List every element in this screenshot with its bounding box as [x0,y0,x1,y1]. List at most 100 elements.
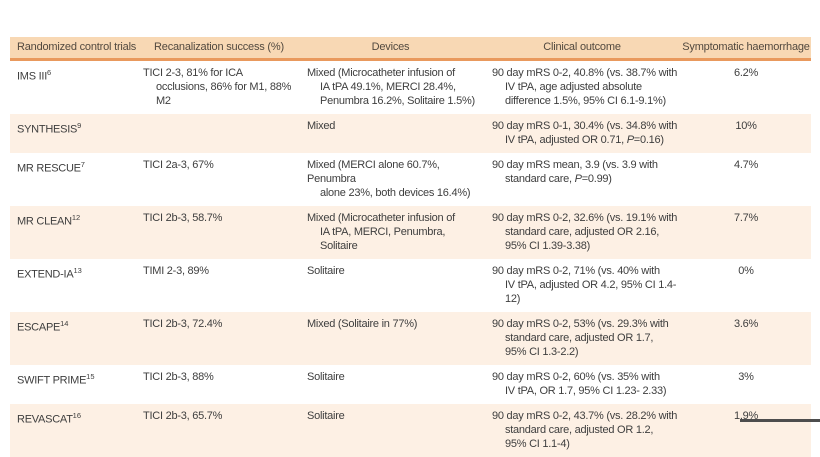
cell-devices: Solitaire [298,409,483,451]
cell-text-line: standard care, adjusted OR 2.16, [505,226,660,238]
column-header-devices: Devices [371,41,410,53]
cell-text-line: TICI 2a-3, 67% [143,159,214,171]
cell-text-line: Mixed (Solitaire in 77%) [307,318,418,330]
cell-text-line: 90 day mRS 0-1, 30.4% (vs. 34.8% with [492,120,678,132]
cell-devices: Solitaire [298,264,483,306]
trial-name: MR CLEAN [17,215,72,228]
table-body: IMS III6 TICI 2-3, 81% for ICA occlusions… [10,61,811,457]
trial-cell: MR CLEAN12 [10,211,140,253]
cell-recanalization: TIMI 2-3, 89% [140,264,298,306]
cell-text-line: Penumbra 16.2%, Solitaire 1.5%) [320,95,475,107]
column-header-symptomatic-haemorrhage: Symptomatic haemorrhage [682,41,810,53]
cell-text-line: standard care, adjusted OR 1.2, [505,424,654,436]
cell-devices: Solitaire [298,370,483,398]
trial-reference-number: 9 [77,121,82,130]
cell-text-line: difference 1.5%, 95% CI 6.1-9.1%) [505,95,666,107]
cell-haemorrhage: 7.7% [733,212,759,224]
cell-text-line: 90 day mRS 0-2, 40.8% (vs. 38.7% with [492,67,678,79]
cell-text-line: alone 23%, both devices 16.4%) [320,187,471,199]
table-header-row: Randomized control trials Recanalization… [10,37,811,61]
cell-text-line: TIMI 2-3, 89% [143,265,209,277]
cell-outcome: 90 day mRS 0-2, 40.8% (vs. 38.7% with IV … [483,66,681,108]
cell-haemorrhage: 6.2% [733,67,759,79]
cell-text-line: TICI 2b-3, 72.4% [143,318,223,330]
cell-text-line: IV tPA, adjusted OR 4.2, 95% CI 1.4-12) [505,279,677,305]
trial-reference-number: 14 [60,319,69,328]
cell-text-line: 90 day mRS 0-2, 71% (vs. 40% with [492,265,660,277]
cell-outcome: 90 day mRS 0-2, 71% (vs. 40% with IV tPA,… [483,264,681,306]
cell-text-line: Mixed (Microcatheter infusion of [307,212,455,224]
cell-devices: Mixed (Microcatheter infusion of IA tPA 4… [298,66,483,108]
column-header-trials: Randomized control trials [17,41,137,53]
trial-cell: SYNTHESIS9 [10,119,140,147]
trial-cell: REVASCAT16 [10,409,140,451]
cell-text-line: IA tPA 49.1%, MERCI 28.4%, [320,81,456,93]
trial-cell: ESCAPE14 [10,317,140,359]
cell-devices: Mixed (Solitaire in 77%) [298,317,483,359]
trial-reference-number: 6 [47,68,52,77]
table-row: MR RESCUE7 TICI 2a-3, 67% Mixed (MERCI a… [10,153,811,206]
cell-text-line: 90 day mRS 0-2, 60% (vs. 35% with [492,371,660,383]
cell-text-line: IV tPA, adjusted OR 0.71, P=0.16) [505,134,664,146]
table-row: EXTEND-IA13 TIMI 2-3, 89% Solitaire 90 d… [10,259,811,312]
cell-text-line: occlusions, 86% for M1, 88% M2 [156,81,292,107]
trial-cell: EXTEND-IA13 [10,264,140,306]
table-row: IMS III6 TICI 2-3, 81% for ICA occlusions… [10,61,811,114]
rct-comparison-table: Randomized control trials Recanalization… [10,37,811,457]
cell-devices: Mixed (Microcatheter infusion of IA tPA, … [298,211,483,253]
cell-outcome: 90 day mRS 0-2, 43.7% (vs. 28.2% with sta… [483,409,681,451]
cell-recanalization: TICI 2b-3, 58.7% [140,211,298,253]
cell-text-line: 95% CI 1.39-3.38) [505,240,591,252]
cell-text-line: 95% CI 1.3-2.2) [505,346,579,358]
trial-reference-number: 7 [80,160,85,169]
cell-text-line: Solitaire [307,371,345,383]
cell-text-line: Solitaire [307,410,345,422]
image-edge-artifact [740,419,820,422]
cell-haemorrhage: 0% [738,265,754,277]
trial-name: EXTEND-IA [17,268,74,281]
cell-outcome: 90 day mRS 0-2, 32.6% (vs. 19.1% with sta… [483,211,681,253]
cell-text-line: TICI 2b-3, 65.7% [143,410,223,422]
cell-text-line: Mixed [307,120,336,132]
cell-text-line: standard care, adjusted OR 1.7, [505,332,654,344]
trial-name: MR RESCUE [17,162,81,175]
cell-text-line: TICI 2-3, 81% for ICA [143,67,243,79]
table-row: MR CLEAN12 TICI 2b-3, 58.7% Mixed (Micro… [10,206,811,259]
cell-recanalization: TICI 2b-3, 88% [140,370,298,398]
table-row: SWIFT PRIME15 TICI 2b-3, 88% Solitaire 9… [10,365,811,404]
cell-text-line: 90 day mRS mean, 3.9 (vs. 3.9 with [492,159,658,171]
cell-text-line: 95% CI 1.1-4) [505,438,570,450]
trial-cell: SWIFT PRIME15 [10,370,140,398]
cell-haemorrhage: 10% [735,120,757,132]
column-header-recanalization: Recanalization success (%) [154,41,284,53]
cell-outcome: 90 day mRS 0-2, 60% (vs. 35% with IV tPA,… [483,370,681,398]
cell-devices: Mixed (MERCI alone 60.7%, Penumbra alone … [298,158,483,200]
table-row: SYNTHESIS9 Mixed 90 day mRS 0-1, 30.4% (… [10,114,811,153]
cell-outcome: 90 day mRS 0-2, 53% (vs. 29.3% with stand… [483,317,681,359]
cell-text-line: standard care, P=0.99) [505,173,612,185]
cell-devices: Mixed [298,119,483,147]
trial-cell: MR RESCUE7 [10,158,140,200]
cell-text-line: IA tPA, MERCI, Penumbra, Solitaire [320,226,446,252]
trial-name: IMS III [17,70,48,83]
trial-name: REVASCAT [17,413,73,426]
cell-text-line: IV tPA, OR 1.7, 95% CI 1.23- 2.33) [505,385,667,397]
trial-name: ESCAPE [17,321,61,334]
cell-haemorrhage: 4.7% [733,159,759,171]
cell-text-line: 90 day mRS 0-2, 32.6% (vs. 19.1% with [492,212,678,224]
cell-recanalization: TICI 2-3, 81% for ICA occlusions, 86% for… [140,66,298,108]
trial-name: SWIFT PRIME [17,374,87,387]
trial-reference-number: 12 [71,213,81,222]
cell-text-line: 90 day mRS 0-2, 43.7% (vs. 28.2% with [492,410,678,422]
trial-reference-number: 13 [73,266,82,275]
trial-cell: IMS III6 [10,66,140,108]
cell-text-line: IV tPA, age adjusted absolute [505,81,642,93]
column-header-clinical-outcome: Clinical outcome [543,41,621,53]
trial-reference-number: 16 [72,411,82,420]
cell-recanalization: TICI 2a-3, 67% [140,158,298,200]
cell-recanalization: TICI 2b-3, 72.4% [140,317,298,359]
cell-haemorrhage: 3% [738,371,754,383]
cell-text-line: Mixed (MERCI alone 60.7%, Penumbra [307,159,440,185]
trial-reference-number: 15 [86,372,95,381]
cell-recanalization [140,119,298,147]
